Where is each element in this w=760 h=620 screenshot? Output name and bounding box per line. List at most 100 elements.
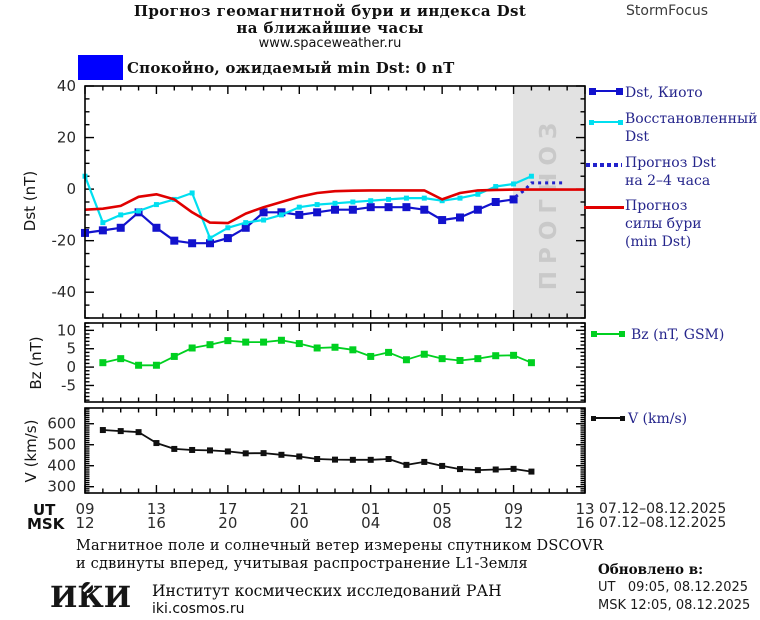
data-point-marker [296,204,302,210]
data-point-marker [313,344,321,352]
data-point-marker [117,355,125,363]
tick-label: 17 [218,500,237,518]
legend-label-forecast-dst: Прогноз Dst на 2–4 часа [625,155,716,189]
data-point-marker [438,216,447,225]
data-point-marker [510,465,517,472]
panel-frame-v [84,407,586,494]
updated-msk: MSK 12:05, 08.12.2025 [598,598,751,613]
tick-label: 09 [75,500,94,518]
data-point-marker [224,448,231,455]
data-point-marker [170,236,179,245]
data-point-marker [385,348,393,356]
tick-label: 0 [66,180,76,198]
data-point-marker [314,202,320,208]
data-point-marker [100,220,106,226]
data-point-marker [527,359,535,367]
data-point-marker [457,195,463,201]
forecast-region: ПРОГНОЗ [513,87,585,318]
data-point-marker [135,361,143,369]
data-point-marker [117,428,124,435]
data-point-marker [206,341,214,349]
legend-label-storm-forecast: Прогноз силы бури (min Dst) [625,198,702,250]
data-point-marker [170,352,178,360]
data-point-marker [134,208,143,217]
updated-at-label: Обновлено в: [598,562,704,578]
tick-label: 13 [575,500,594,518]
data-point-marker [350,199,356,205]
tick-label: -5 [61,376,76,394]
tick-label: 13 [147,500,166,518]
data-point-marker [367,456,374,463]
data-point-marker [384,203,393,212]
data-point-marker [314,456,321,462]
bz-axis-title: Bz (nT) [27,336,45,390]
series-Dst, Киото [84,198,514,245]
tick-label: 16 [575,514,594,532]
data-point-marker [439,198,445,204]
data-point-marker [331,205,339,214]
data-point-marker [278,212,284,218]
storm-status-label: Спокойно, ожидаемый min Dst: 0 nT [127,59,455,77]
data-point-marker [99,359,107,367]
panel-frame-bz [84,322,586,403]
data-point-marker [224,337,232,345]
data-point-marker [207,235,213,241]
site-url: www.spaceweather.ru [258,36,402,51]
data-point-marker [171,196,177,202]
data-point-marker [223,234,232,243]
tick-label: 08 [433,514,452,532]
data-point-marker [81,228,89,237]
data-point-marker [420,350,428,358]
data-point-marker [260,338,268,346]
data-point-marker [367,352,375,360]
legend-marker-forecast-dst [586,163,622,167]
tick-label: 600 [47,415,76,433]
data-point-marker [277,336,285,344]
institute-name: Институт космических исследований РАН [152,582,502,600]
data-point-marker [331,343,339,351]
data-point-marker [492,466,499,473]
brand-label: StormFocus [626,3,709,19]
data-point-marker [456,213,464,222]
tick-label: 20 [57,129,76,147]
legend-marker-storm-forecast [584,206,624,209]
data-point-marker [188,239,197,248]
page-title-line2: на ближайшие часы [236,19,424,37]
data-point-marker [473,205,482,214]
data-point-marker [403,461,410,468]
institute-site: iki.cosmos.ru [152,601,245,617]
data-point-marker [189,446,196,453]
data-point-marker [189,190,195,196]
data-point-marker [332,456,338,463]
data-point-marker [82,173,88,179]
data-point-marker [403,195,409,201]
data-point-marker [153,202,159,208]
data-point-marker [259,208,268,217]
tick-label: 21 [290,500,309,518]
data-point-marker [492,352,500,360]
data-point-marker [207,447,213,454]
legend-marker-restored-dst [589,118,623,126]
data-point-marker [242,450,249,457]
legend-label-bz: Bz (nT, GSM) [631,327,725,343]
legend-label-v: V (km/s) [628,411,688,427]
data-point-marker [278,451,285,458]
tick-label: 20 [218,514,237,532]
tick-label: 09 [504,500,523,518]
data-point-marker [368,198,374,204]
data-point-marker [402,356,410,364]
updated-ut: UT 09:05, 08.12.2025 [598,580,749,595]
tick-label: 500 [47,436,76,454]
legend-label-dst-kyoto: Dst, Киото [625,85,703,101]
data-point-marker [475,191,481,197]
data-point-marker [152,223,161,232]
data-point-marker [136,208,142,214]
legend-label-restored-dst: Восстановленный Dst [625,111,758,145]
data-point-marker [420,205,429,214]
data-point-marker [188,344,196,352]
series-V (km/s) [102,429,532,473]
tick-label: 12 [504,514,523,532]
data-point-marker [152,361,160,369]
data-point-marker [348,205,357,214]
